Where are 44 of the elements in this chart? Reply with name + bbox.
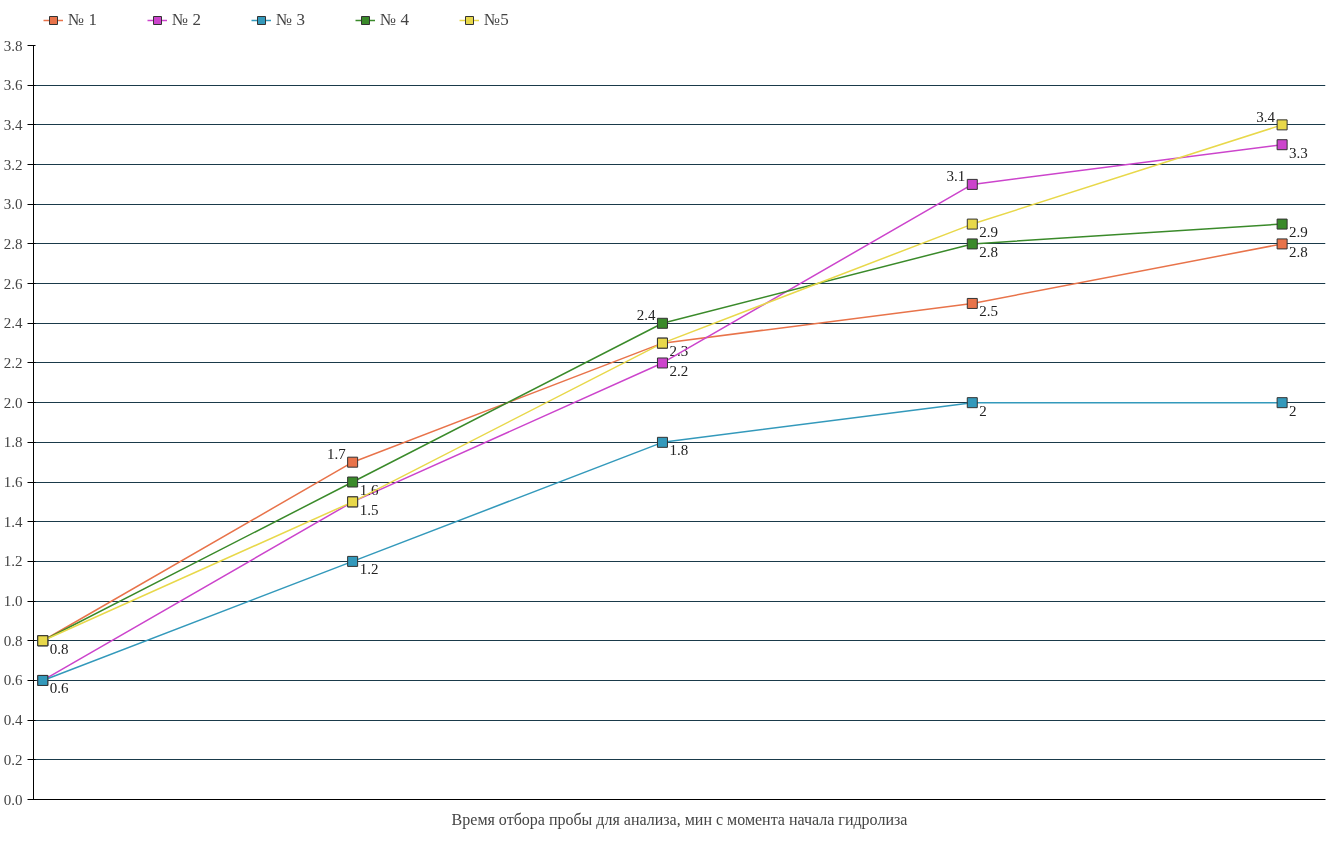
y-tick-label: 0.0 <box>3 791 23 808</box>
y-tick-label: 0.4 <box>3 712 23 729</box>
data-label: 2.9 <box>979 224 999 241</box>
y-tick-label: 1.6 <box>3 474 23 491</box>
data-label: 2 <box>1289 402 1297 419</box>
y-tick-label: 3.4 <box>3 116 23 133</box>
data-label: 1.8 <box>669 442 689 459</box>
legend-label: № 2 <box>171 10 201 30</box>
data-label: 2.4 <box>636 307 656 324</box>
data-label: 2.8 <box>979 243 999 260</box>
x-axis-title: Время отбора пробы для анализа, мин с момента начала гидролиза <box>451 810 908 829</box>
y-tick-label: 0.8 <box>3 632 23 649</box>
y-tick-label: 2.0 <box>3 394 23 411</box>
y-tick-label: 3.8 <box>3 37 23 54</box>
data-label: 2.2 <box>669 362 689 379</box>
legend-label: №5 <box>483 10 509 30</box>
y-tick-label: 3.0 <box>3 196 23 213</box>
y-tick-label: 1.4 <box>3 513 23 530</box>
y-tick-label: 1.8 <box>3 434 23 451</box>
y-tick-label: 2.4 <box>3 315 23 332</box>
data-label: 2 <box>979 402 987 419</box>
data-label: 0.6 <box>49 680 70 697</box>
legend-label: № 3 <box>275 10 305 30</box>
y-tick-label: 0.6 <box>3 672 23 689</box>
y-tick-label: 3.2 <box>3 156 23 173</box>
data-label: 1.2 <box>359 561 379 578</box>
data-label: 1.7 <box>326 446 347 463</box>
y-tick-label: 2.2 <box>3 354 23 371</box>
data-label: 3.4 <box>1256 108 1276 125</box>
data-label: 2.9 <box>1289 224 1308 241</box>
y-tick-label: 3.6 <box>3 77 23 94</box>
y-tick-label: 2.8 <box>3 235 23 252</box>
data-label: 0.8 <box>49 640 69 657</box>
y-tick-label: 2.6 <box>3 275 23 292</box>
data-label: 3.3 <box>1289 144 1308 161</box>
legend-label: № 4 <box>379 10 409 30</box>
data-label: 3.1 <box>946 168 966 185</box>
legend-label: № 1 <box>68 10 97 30</box>
data-label: 2.5 <box>979 303 999 320</box>
y-tick-label: 0.2 <box>3 751 23 768</box>
y-tick-label: 1.0 <box>3 593 23 610</box>
data-label: 2.8 <box>1289 243 1308 260</box>
y-tick-label: 1.2 <box>3 553 23 570</box>
data-label: 1.5 <box>359 501 379 518</box>
